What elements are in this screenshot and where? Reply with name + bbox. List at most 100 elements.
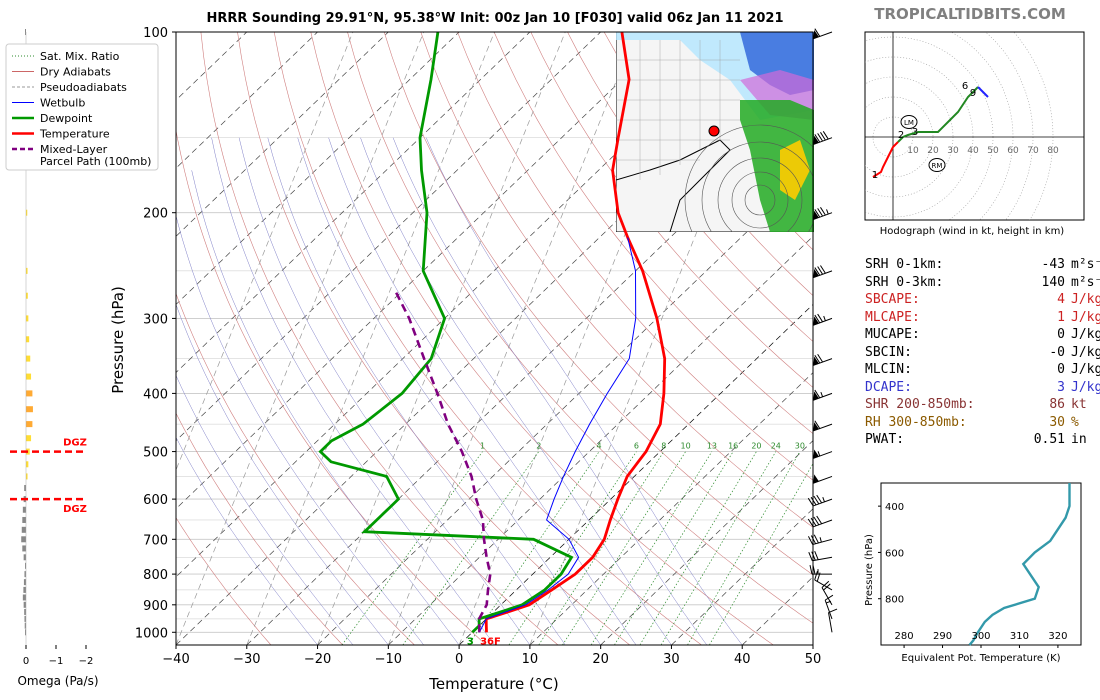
legend-label: Pseudoadiabats: [40, 81, 127, 94]
omega-bar: [26, 461, 29, 468]
barb-full: [821, 580, 830, 588]
skewt-profiles: 3 36F: [318, 32, 667, 647]
omega-bar: [26, 435, 32, 442]
hodograph-panel: 10 20 30 40 50 60 70 80 1 2 3 69 LM RM: [864, 31, 1085, 221]
hodograph-height-label: 1: [872, 170, 878, 181]
omega-bar: [26, 373, 32, 380]
omega-bar: [26, 473, 28, 480]
x-tick-label: 50: [805, 652, 822, 667]
dry-adiabat: [530, 32, 813, 388]
mixing-ratio-line: [590, 451, 713, 645]
isotherm-line: [176, 32, 813, 645]
hodograph-height-label: 6: [962, 81, 968, 92]
mixing-ratio-line: [402, 451, 540, 645]
pseudoadiabat: [317, 32, 566, 645]
legend-label: Dewpoint: [40, 112, 93, 125]
index-row: MUCAPE: 0 J/kg: [865, 326, 1100, 344]
barb-full: [810, 496, 817, 506]
series-wetbulb: [478, 237, 637, 633]
index-val: 0: [1057, 362, 1065, 377]
dry-adiabat: [176, 128, 487, 645]
hodograph-ring-label: 50: [987, 146, 999, 156]
moist-adiabat: [328, 137, 637, 645]
omega-x-tick-label: −1: [49, 656, 64, 667]
barb-full: [807, 518, 814, 528]
wind-barb: [813, 131, 833, 146]
index-row: MLCAPE: 1 J/kg: [865, 309, 1100, 327]
hodograph-height-label: 2: [898, 130, 904, 141]
theta-e-y-tick-label: 400: [885, 502, 904, 513]
x-tick-label: 20: [592, 652, 609, 667]
barb-full: [814, 28, 821, 37]
barb-full: [820, 265, 826, 274]
pseudoadiabat: [176, 32, 354, 471]
mixing-ratio-label: 10: [681, 442, 691, 451]
hodograph-trace: [897, 86, 979, 143]
hodograph-trace: [977, 86, 989, 98]
dry-adiabat: [603, 32, 813, 297]
mixing-ratio-label: 20: [751, 442, 761, 451]
hodograph-ring-label: 20: [927, 146, 939, 156]
moist-adiabat: [176, 214, 424, 645]
theta-e-xlabel: Equivalent Pot. Temperature (K): [901, 653, 1060, 664]
dry-adiabat: [420, 32, 813, 528]
inset-map: [616, 32, 814, 232]
x-tick-label: 10: [522, 652, 539, 667]
index-val: -43: [1041, 257, 1065, 272]
theta-e-x-tick-label: 290: [933, 631, 952, 642]
theta-e-panel: 280 290 300 310 320 400 600 800: [878, 482, 1082, 648]
storm-motion-label: LM: [904, 119, 914, 127]
barb-flag: [813, 29, 819, 39]
barb-half: [819, 537, 822, 543]
series-dewpoint: [318, 32, 574, 634]
index-unit: J/kg: [1071, 309, 1100, 325]
isotherm-line: [317, 167, 813, 645]
omega-bar: [23, 579, 26, 586]
hodograph-ring-label: 70: [1027, 146, 1039, 156]
barb-full: [814, 420, 821, 429]
index-row: RH 300-850mb: 30%: [865, 414, 1100, 432]
index-val: 0: [1057, 327, 1065, 342]
index-key: SRH 0-3km:: [865, 274, 944, 290]
index-key: SBCAPE:: [865, 292, 920, 307]
omega-bar: [22, 516, 26, 523]
moist-adiabat: [360, 137, 672, 645]
surface-temperature-label: 36F: [480, 636, 501, 647]
omega-bar: [26, 267, 28, 274]
y-tick-label: 200: [143, 207, 168, 222]
omega-bar: [24, 608, 26, 615]
omega-bar: [25, 629, 26, 636]
mixing-ratio-line: [660, 451, 777, 645]
barb-staff: [813, 475, 833, 484]
omega-bar: [24, 571, 26, 578]
x-tick-label: −20: [304, 652, 331, 667]
brand-text: TROPICALTIDBITS.COM: [874, 5, 1066, 23]
index-unit: J/kg: [1071, 379, 1100, 395]
index-unit: J/kg: [1071, 344, 1100, 360]
x-tick-label: −10: [375, 652, 402, 667]
wind-barb: [813, 28, 833, 40]
barb-flag: [813, 356, 819, 366]
dry-adiabat: [310, 32, 774, 645]
isotherm-line: [176, 32, 672, 510]
barb-flag: [813, 316, 819, 326]
index-row: SBCAPE: 4 J/kg: [865, 291, 1100, 309]
legend: Sat. Mix. Ratio Dry Adiabats Pseudoadiabat…: [5, 43, 159, 171]
mixing-ratio-label: 13: [707, 442, 717, 451]
index-key: PWAT:: [865, 432, 905, 447]
y-tick-label: 400: [143, 387, 168, 402]
mixing-ratio-line: [341, 451, 483, 645]
hodograph-frame: [864, 31, 1085, 221]
mixing-ratio-label: 24: [771, 442, 781, 451]
legend-label-2: Parcel Path (100mb): [40, 155, 151, 168]
barb-full: [814, 570, 818, 581]
barb-full: [814, 134, 821, 143]
index-unit: kt: [1071, 397, 1087, 412]
index-key: SRH 0-1km:: [865, 257, 944, 272]
mixing-ratio-line: [709, 462, 813, 645]
isotherm-line: [176, 32, 531, 374]
barb-staff: [813, 317, 833, 326]
barb-half: [826, 209, 829, 215]
index-key: MUCAPE:: [865, 327, 920, 342]
